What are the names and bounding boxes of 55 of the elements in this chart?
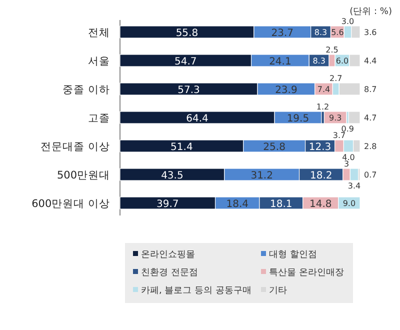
data-label: 55.8 (176, 28, 198, 39)
data-label: 54.7 (174, 56, 197, 68)
data-label: 3.0 (341, 17, 354, 26)
data-label: 3 (344, 160, 350, 168)
data-label: 3.7 (332, 131, 346, 140)
data-label: 25.8 (263, 142, 286, 153)
data-label: 18.4 (226, 199, 248, 210)
y-tick-label: 중졸 이하 (62, 84, 110, 96)
y-tick-label: 600만원대 이상 (32, 198, 110, 210)
data-label: 8.3 (312, 56, 326, 66)
legend-label: 특산물 온라인매장 (269, 268, 344, 278)
data-label: 57.3 (178, 85, 200, 96)
data-label: 8.7 (364, 85, 377, 94)
data-label: 14.8 (310, 199, 332, 210)
data-label: 0.9 (341, 124, 354, 134)
data-label: 4.4 (364, 56, 377, 66)
data-label: 2.8 (364, 142, 377, 151)
data-label: 39.7 (156, 199, 179, 210)
data-label: 3.6 (364, 28, 377, 37)
legend-label: 기타 (269, 286, 287, 296)
data-label: 19.5 (286, 114, 310, 124)
data-label: 0.7 (364, 170, 377, 180)
data-label: 18.1 (270, 199, 292, 210)
data-label: 23.7 (271, 28, 294, 39)
data-label: 2.7 (330, 74, 342, 83)
data-label: 3.4 (348, 182, 361, 190)
legend-label: 온라인쇼핑몰 (141, 250, 195, 260)
legend-label: 카페, 블로그 등의 공동구매 (141, 286, 252, 296)
data-label: 9.0 (342, 199, 356, 208)
y-tick-label: 고졸 (88, 112, 110, 124)
data-label: 64.4 (186, 114, 208, 124)
bar (348, 111, 360, 124)
text: (단위 : %) (350, 7, 392, 17)
data-label: 6.0 (336, 56, 349, 66)
y-tick-label: 전체 (88, 27, 110, 39)
data-label: 1.2 (316, 102, 330, 112)
data-label: 7.4 (317, 85, 330, 94)
data-label: 5.6 (331, 28, 344, 37)
data-label: 51.4 (170, 142, 193, 153)
data-label: 8.3 (314, 28, 328, 37)
data-label: 31.2 (250, 170, 273, 182)
data-label: 9.3 (329, 114, 342, 122)
data-label: 2.5 (326, 46, 338, 54)
data-label: 4.7 (364, 114, 377, 122)
data-label: 24.1 (269, 56, 292, 68)
legend-label: 대형 할인점 (269, 250, 317, 260)
y-tick-label: 500만원대 (56, 170, 110, 182)
data-label: 43.5 (161, 170, 184, 182)
data-label: 4.0 (342, 153, 355, 162)
y-tick-label: 전문대졸 이상 (40, 141, 110, 153)
y-tick-label: 서울 (88, 56, 110, 68)
legend-label: 친환경 전문점 (141, 268, 198, 278)
data-label: 23.9 (275, 85, 298, 96)
data-label: 12.3 (308, 142, 332, 153)
data-label: 18.2 (310, 170, 332, 182)
